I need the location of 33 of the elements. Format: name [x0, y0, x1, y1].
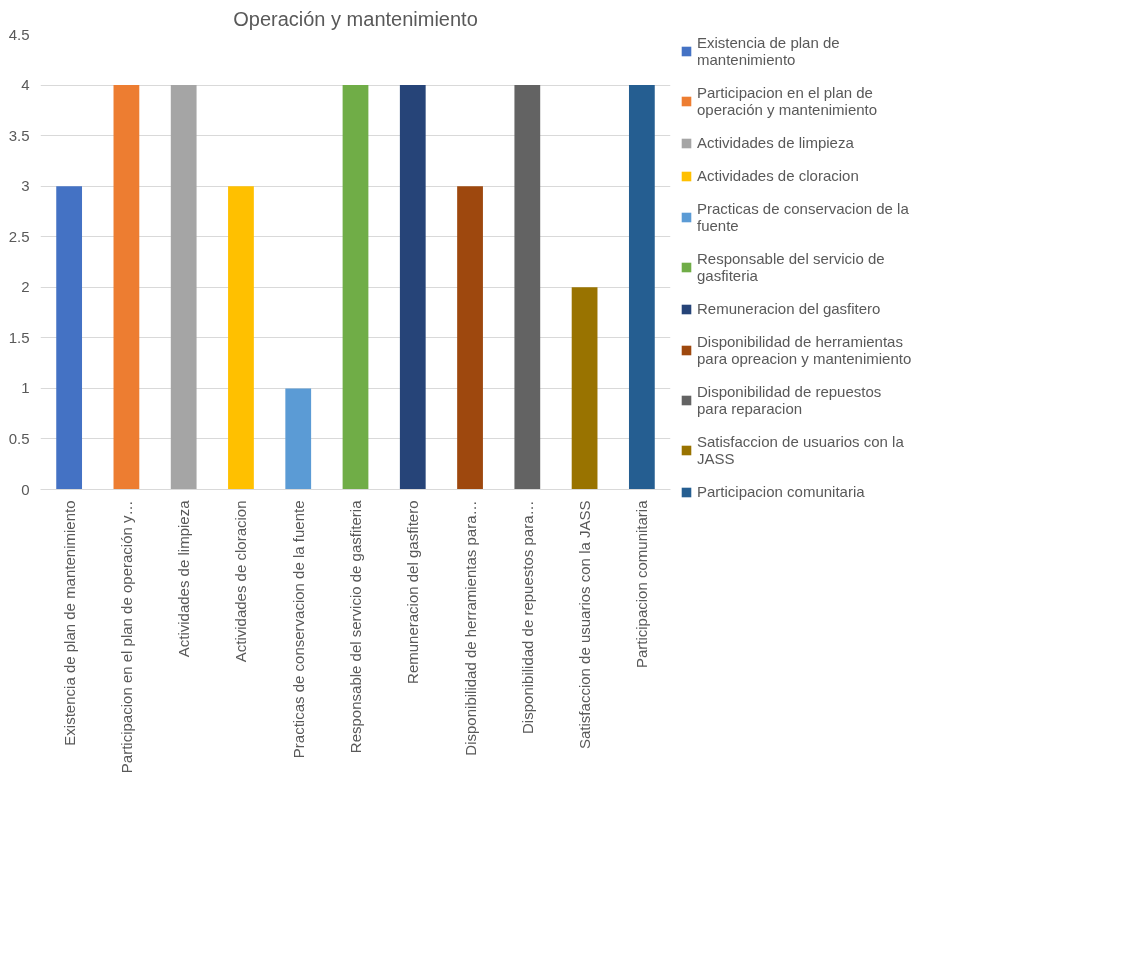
x-tick-label: Existencia de plan de mantenimiento: [60, 500, 78, 746]
legend-label: Satisfaccion de usuarios con la JASS: [697, 433, 904, 467]
y-tick-label: 0.5: [8, 429, 30, 447]
y-tick-label: 1.5: [8, 328, 30, 346]
x-tick-label: Actividades de limpieza: [175, 499, 193, 658]
legend-label: Remuneracion del gasfitero: [697, 300, 881, 317]
x-tick-label: Participacion comunitaria: [633, 499, 651, 669]
chart-title: Operación y mantenimiento: [233, 7, 478, 30]
x-tick-label: Practicas de conservacion de la fuente: [289, 500, 307, 759]
x-tick-label: Participacion en el plan de operación y…: [117, 500, 135, 774]
x-tick-label: Responsable del servicio de gasfiteria: [347, 499, 364, 754]
y-tick-label: 2: [21, 278, 30, 296]
x-tick-label: Disponibilidad de herramientas para…: [461, 500, 479, 756]
legend-label: Existencia de plan de mantenimiento: [697, 34, 840, 68]
y-tick-label: 3: [21, 177, 30, 195]
x-tick-label: Remuneracion del gasfitero: [404, 500, 422, 684]
legend-label: Participacion en el plan de operación y mantenimiento: [697, 84, 878, 118]
legend-label: Actividades de cloracion: [697, 167, 859, 184]
y-tick-label: 0: [21, 480, 30, 498]
legend-label: Disponibilidad de repuestos para reparacion: [697, 383, 882, 417]
legend-label: Practicas de conservacion de la fuente: [697, 200, 909, 234]
legend-label: Actividades de limpieza: [697, 134, 854, 151]
y-tick-label: 4.5: [8, 25, 30, 43]
y-tick-label: 4: [21, 76, 30, 94]
legend-label: Participacion comunitaria: [697, 483, 865, 500]
x-tick-label: Actividades de cloracion: [232, 500, 250, 663]
x-tick-label: Satisfaccion de usuarios con la JASS: [576, 500, 594, 749]
x-tick-label: Disponibilidad de repuestos para…: [518, 500, 536, 734]
legend-label: Disponibilidad de herramientas para opreacion y mantenimiento: [697, 333, 912, 367]
legend-label: Responsable del servicio de gasfiteria: [697, 250, 885, 284]
y-tick-label: 1: [21, 379, 30, 397]
y-tick-label: 2.5: [8, 227, 30, 245]
y-tick-label: 3.5: [8, 126, 30, 144]
